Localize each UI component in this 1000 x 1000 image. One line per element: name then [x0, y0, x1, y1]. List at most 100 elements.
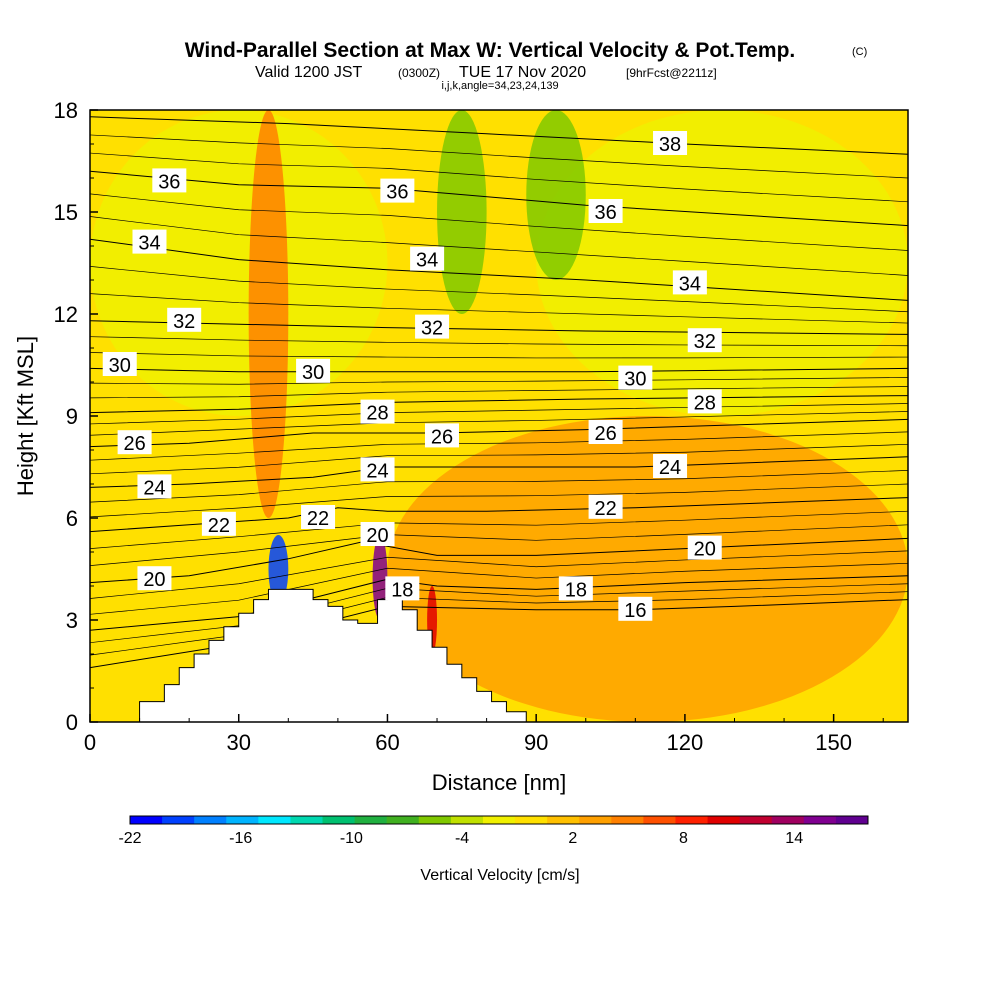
- colorbar-swatch: [803, 816, 837, 824]
- valid-date: TUE 17 Nov 2020: [459, 64, 586, 81]
- velocity-region-left-slope-strong-sink: [268, 535, 289, 603]
- colorbar-swatch: [611, 816, 644, 824]
- theta-label: 20: [694, 539, 716, 561]
- theta-label-box: [588, 420, 623, 444]
- theta-contour-minor: [90, 470, 908, 503]
- theta-label-box: [132, 229, 167, 254]
- colorbar-swatch: [194, 816, 227, 824]
- colorbar-swatch: [290, 816, 324, 824]
- theta-contour-minor: [90, 216, 908, 276]
- theta-contour-minor: [90, 550, 908, 599]
- theta-contour-minor: [90, 591, 908, 656]
- y-axis: 0 3 6 9 12 15 18: [54, 98, 98, 735]
- colorbar-swatch: [707, 816, 741, 824]
- theta-contour-minor: [90, 336, 908, 347]
- colorbar-swatch: [162, 816, 195, 824]
- colorbar-label: Vertical Velocity [cm/s]: [420, 867, 579, 884]
- theta-contour-minor: [90, 386, 908, 399]
- theta-label-box: [385, 576, 420, 601]
- velocity-region-right-column-sink: [526, 110, 586, 280]
- theta-label: 22: [594, 498, 616, 520]
- theta-label: 20: [366, 525, 388, 547]
- colorbar-swatch: [258, 816, 291, 824]
- y-tick-label: 18: [54, 98, 78, 123]
- y-axis-label: Height [Kft MSL]: [13, 336, 38, 496]
- theta-label: 34: [416, 250, 438, 272]
- theta-label: 30: [109, 355, 131, 377]
- velocity-region-mountain-column-ascent: [248, 110, 289, 518]
- theta-contour-minor: [90, 411, 908, 436]
- theta-label: 32: [694, 331, 716, 353]
- theta-contour-minor: [90, 377, 908, 385]
- theta-contour-minor: [90, 562, 908, 615]
- theta-label: 34: [679, 273, 701, 295]
- theta-label-box: [672, 270, 707, 295]
- theta-label-box: [618, 365, 653, 390]
- theta-label: 38: [659, 134, 681, 156]
- theta-contour-20: [90, 537, 908, 584]
- theta-label: 32: [421, 318, 443, 340]
- theta-label: 24: [143, 477, 165, 499]
- theta-contour-minor: [90, 431, 908, 461]
- colorbar-swatch: [226, 816, 259, 824]
- theta-contour-minor: [90, 266, 908, 313]
- colorbar-tick-label: 14: [785, 830, 803, 847]
- colorbar-swatch: [386, 816, 420, 824]
- theta-label-box: [653, 131, 688, 155]
- theta-contour-minor: [90, 403, 908, 425]
- theta-contour-minor: [90, 193, 908, 251]
- colorbar-tick-label: 8: [679, 830, 688, 847]
- theta-label-box: [687, 535, 722, 560]
- x-tick-label: 120: [667, 730, 704, 755]
- x-tick-label: 90: [524, 730, 548, 755]
- theta-label-box: [117, 430, 152, 455]
- velocity-region-lower-broad-rising: [387, 416, 908, 722]
- colorbar-swatch: [771, 816, 805, 824]
- theta-label-box: [558, 576, 593, 601]
- theta-label: 20: [143, 569, 165, 591]
- colorbar-tick-label: -10: [340, 830, 363, 847]
- x-axis: 0 30 60 90 120 150: [84, 714, 884, 755]
- colorbar-swatch: [675, 816, 709, 824]
- theta-label-box: [653, 454, 688, 478]
- forecast-run: [9hrFcst@2211z]: [626, 66, 717, 80]
- colorbar-swatch: [354, 816, 388, 824]
- theta-label: 34: [138, 233, 160, 255]
- theta-label-box: [301, 505, 336, 529]
- velocity-field: [90, 110, 908, 722]
- theta-label: 30: [624, 369, 646, 391]
- theta-contour-minor: [90, 443, 908, 475]
- colorbar-tick-label: -4: [455, 830, 469, 847]
- theta-label-box: [137, 474, 172, 499]
- theta-label: 30: [302, 362, 324, 384]
- theta-label: 18: [391, 579, 413, 601]
- theta-label: 22: [307, 508, 329, 530]
- theta-label: 22: [208, 515, 230, 537]
- theta-label: 28: [694, 392, 716, 414]
- theta-label-box: [360, 457, 395, 482]
- colorbar-swatch: [579, 816, 612, 824]
- x-tick-label: 60: [375, 730, 399, 755]
- colorbar-tick-label: 2: [568, 830, 577, 847]
- y-tick-label: 0: [66, 710, 78, 735]
- theta-contour-minor: [90, 293, 908, 324]
- colorbar-swatch: [643, 816, 676, 824]
- y-tick-label: 6: [66, 506, 78, 531]
- y-tick-label: 9: [66, 404, 78, 429]
- x-tick-label: 150: [815, 730, 852, 755]
- theta-label: 24: [659, 457, 681, 479]
- theta-label: 26: [594, 423, 616, 445]
- colorbar-swatch: [130, 816, 163, 824]
- theta-label-box: [618, 596, 653, 621]
- colorbar-swatch: [515, 816, 548, 824]
- theta-label: 36: [594, 202, 616, 224]
- theta-label-box: [687, 328, 722, 353]
- theta-contour-minor: [90, 483, 908, 518]
- theta-label: 24: [366, 460, 388, 482]
- theta-contour-labels: 16 18 18 20 20 20 22 22 22 24 24 24 26 26 26 28 28 30 30 30…: [102, 131, 722, 622]
- theta-label-box: [424, 423, 459, 448]
- theta-label-box: [415, 314, 450, 339]
- theta-label-box: [410, 246, 445, 271]
- theta-contour-26: [90, 418, 908, 448]
